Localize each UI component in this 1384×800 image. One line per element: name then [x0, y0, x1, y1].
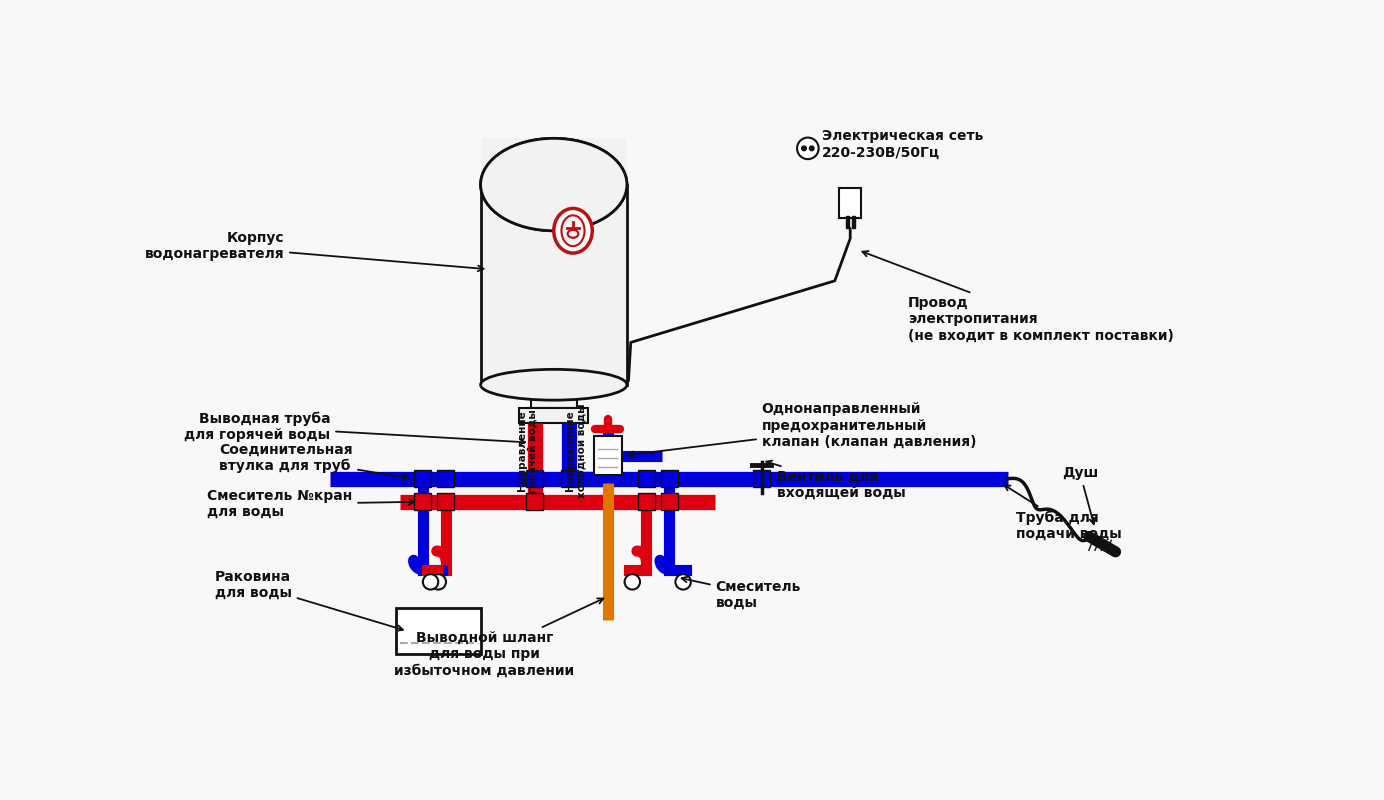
Bar: [594, 436, 621, 475]
Bar: [480, 138, 627, 185]
Text: Корпус
водонагревателя: Корпус водонагревателя: [145, 231, 483, 271]
Bar: [846, 216, 848, 229]
Ellipse shape: [567, 230, 579, 238]
Circle shape: [801, 146, 807, 150]
Circle shape: [624, 574, 639, 590]
Text: Электрическая сеть
220-230В/50Гц: Электрическая сеть 220-230В/50Гц: [822, 130, 983, 160]
Ellipse shape: [480, 370, 627, 400]
Bar: [561, 470, 577, 487]
Text: Направление
холодной воды: Направление холодной воды: [565, 404, 587, 498]
Text: Выводной шланг
для воды при
избыточном давлении: Выводной шланг для воды при избыточном д…: [394, 598, 603, 678]
Text: Направление
горячей воды: Направление горячей воды: [516, 409, 538, 493]
Text: Смеситель №кран
для воды: Смеситель №кран для воды: [208, 489, 414, 519]
Ellipse shape: [480, 138, 627, 230]
Bar: [526, 494, 543, 510]
Bar: [530, 385, 577, 408]
Circle shape: [810, 146, 814, 150]
Text: Однонаправленный
предохранительный
клапан (клапан давления): Однонаправленный предохранительный клапа…: [628, 402, 976, 457]
Text: Провод
электропитания
(не входит в комплект поставки): Провод электропитания (не входит в компл…: [862, 251, 1174, 342]
Bar: [437, 470, 454, 487]
Ellipse shape: [480, 138, 627, 230]
Bar: [638, 470, 655, 487]
Bar: [526, 470, 543, 487]
Bar: [660, 494, 678, 510]
Bar: [414, 470, 432, 487]
Bar: [753, 470, 770, 487]
Text: Вентиль для
входящей воды: Вентиль для входящей воды: [767, 461, 905, 500]
Circle shape: [430, 574, 446, 590]
Bar: [480, 185, 627, 385]
Bar: [519, 408, 588, 423]
Text: Труба для
подачи воды: Труба для подачи воды: [1005, 485, 1121, 541]
Bar: [437, 494, 454, 510]
Text: Раковина
для воды: Раковина для воды: [215, 570, 403, 631]
Text: Смеситель
воды: Смеситель воды: [682, 577, 801, 610]
Bar: [851, 216, 855, 229]
Circle shape: [675, 574, 691, 590]
Text: Выводная труба
для горячей воды: Выводная труба для горячей воды: [184, 412, 525, 445]
Ellipse shape: [562, 215, 584, 246]
Circle shape: [797, 138, 819, 159]
Text: Душ: Душ: [1062, 466, 1099, 524]
Bar: [840, 188, 861, 218]
Ellipse shape: [554, 209, 592, 253]
Circle shape: [424, 574, 439, 590]
Bar: [396, 608, 480, 654]
Bar: [414, 494, 432, 510]
Text: Соединительная
втулка для труб: Соединительная втулка для труб: [219, 442, 408, 480]
Bar: [660, 470, 678, 487]
Bar: [638, 494, 655, 510]
